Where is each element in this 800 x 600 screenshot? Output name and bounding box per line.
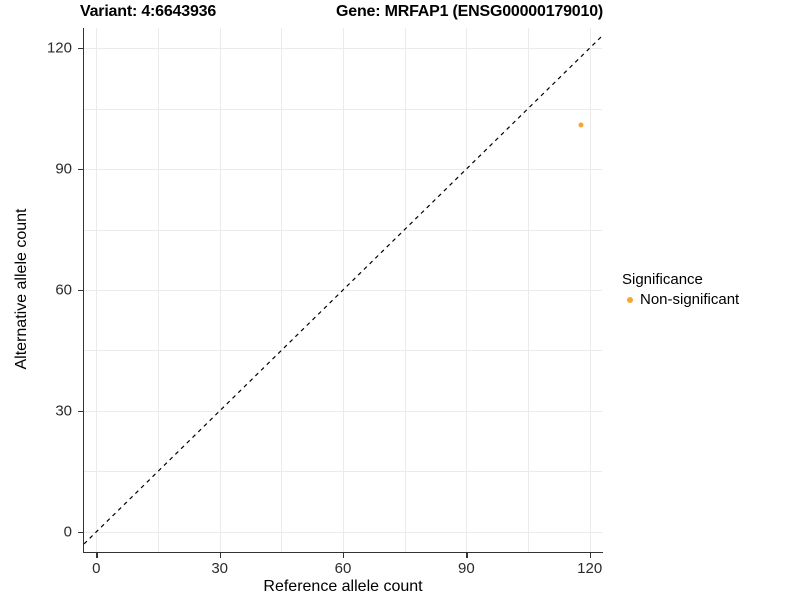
- figure-title-block: Variant: 4:6643936 Gene: MRFAP1 (ENSG000…: [0, 3, 740, 25]
- y-axis-tick: [78, 531, 83, 534]
- x-axis-tick: [343, 553, 345, 558]
- legend-item-label: Non-significant: [640, 291, 740, 308]
- x-axis-tick-label: 120: [577, 560, 603, 577]
- y-axis-tick-label: 0: [63, 523, 72, 541]
- y-axis-tick-label: 60: [55, 281, 72, 299]
- legend-items: Non-significant: [622, 291, 792, 308]
- x-axis-label: Reference allele count: [263, 578, 423, 595]
- x-axis-tick-label: 0: [92, 560, 101, 577]
- gridline-vertical: [589, 28, 591, 552]
- identity-reference-line: [83, 35, 603, 545]
- legend-title: Significance: [622, 271, 703, 288]
- legend-key-swatch: [622, 292, 638, 308]
- x-axis-line: [83, 552, 603, 554]
- x-axis-tick-label: 30: [211, 560, 228, 577]
- data-point: [578, 122, 584, 128]
- y-axis-tick: [78, 48, 83, 50]
- legend-item: Non-significant: [622, 291, 792, 308]
- y-axis-tick-label: 30: [55, 402, 72, 420]
- x-axis-tick: [219, 553, 221, 558]
- x-axis-tick-label: 90: [457, 560, 475, 577]
- y-axis-label: Alternative allele count: [13, 208, 30, 370]
- x-axis-tick: [96, 553, 98, 558]
- x-axis-tick: [466, 553, 468, 558]
- y-axis-tick-label: 90: [55, 160, 72, 178]
- circle-icon: [627, 296, 633, 303]
- gridline-vertical: [219, 28, 221, 552]
- y-axis-line: [83, 28, 85, 553]
- x-axis-tick: [589, 553, 591, 558]
- legend: Significance Non-significant: [622, 271, 792, 308]
- gridline-vertical: [528, 28, 529, 552]
- gridline-vertical: [96, 28, 98, 552]
- variant-title: Variant: 4:6643936: [80, 3, 217, 20]
- gridline-vertical: [404, 28, 406, 552]
- gene-title: Gene: MRFAP1 (ENSG00000179010): [336, 3, 604, 20]
- gridline-vertical: [466, 28, 468, 552]
- x-axis-tick-label: 60: [334, 560, 352, 577]
- y-axis-tick-label: 120: [46, 39, 72, 57]
- gridline-vertical: [281, 28, 283, 552]
- gridline-vertical: [158, 28, 159, 552]
- y-axis-tick: [78, 169, 83, 171]
- y-axis-tick: [78, 410, 83, 413]
- y-axis-tick: [78, 290, 83, 292]
- plot-panel: [83, 28, 603, 552]
